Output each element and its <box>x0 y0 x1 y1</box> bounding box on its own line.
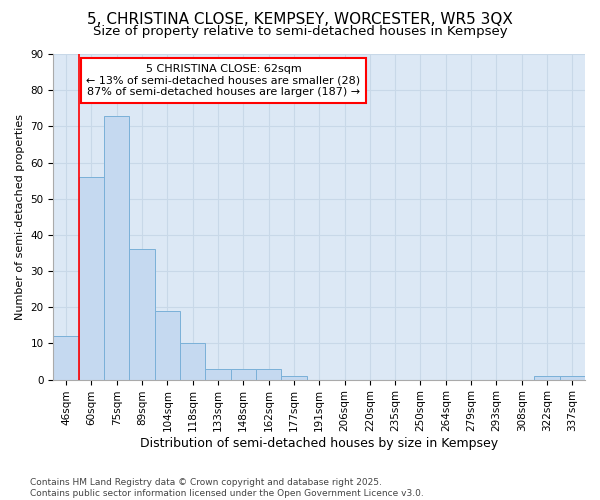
Bar <box>130 250 155 380</box>
X-axis label: Distribution of semi-detached houses by size in Kempsey: Distribution of semi-detached houses by … <box>140 437 498 450</box>
Bar <box>535 376 560 380</box>
Bar <box>180 344 205 380</box>
Text: 5 CHRISTINA CLOSE: 62sqm
← 13% of semi-detached houses are smaller (28)
87% of s: 5 CHRISTINA CLOSE: 62sqm ← 13% of semi-d… <box>86 64 361 97</box>
Bar <box>230 368 256 380</box>
Bar <box>205 368 230 380</box>
Bar <box>79 177 104 380</box>
Text: Size of property relative to semi-detached houses in Kempsey: Size of property relative to semi-detach… <box>92 25 508 38</box>
Bar <box>104 116 130 380</box>
Bar <box>155 311 180 380</box>
Text: 5, CHRISTINA CLOSE, KEMPSEY, WORCESTER, WR5 3QX: 5, CHRISTINA CLOSE, KEMPSEY, WORCESTER, … <box>87 12 513 28</box>
Bar <box>53 336 79 380</box>
Text: Contains HM Land Registry data © Crown copyright and database right 2025.
Contai: Contains HM Land Registry data © Crown c… <box>30 478 424 498</box>
Bar <box>560 376 585 380</box>
Bar <box>281 376 307 380</box>
Bar <box>256 368 281 380</box>
Y-axis label: Number of semi-detached properties: Number of semi-detached properties <box>15 114 25 320</box>
